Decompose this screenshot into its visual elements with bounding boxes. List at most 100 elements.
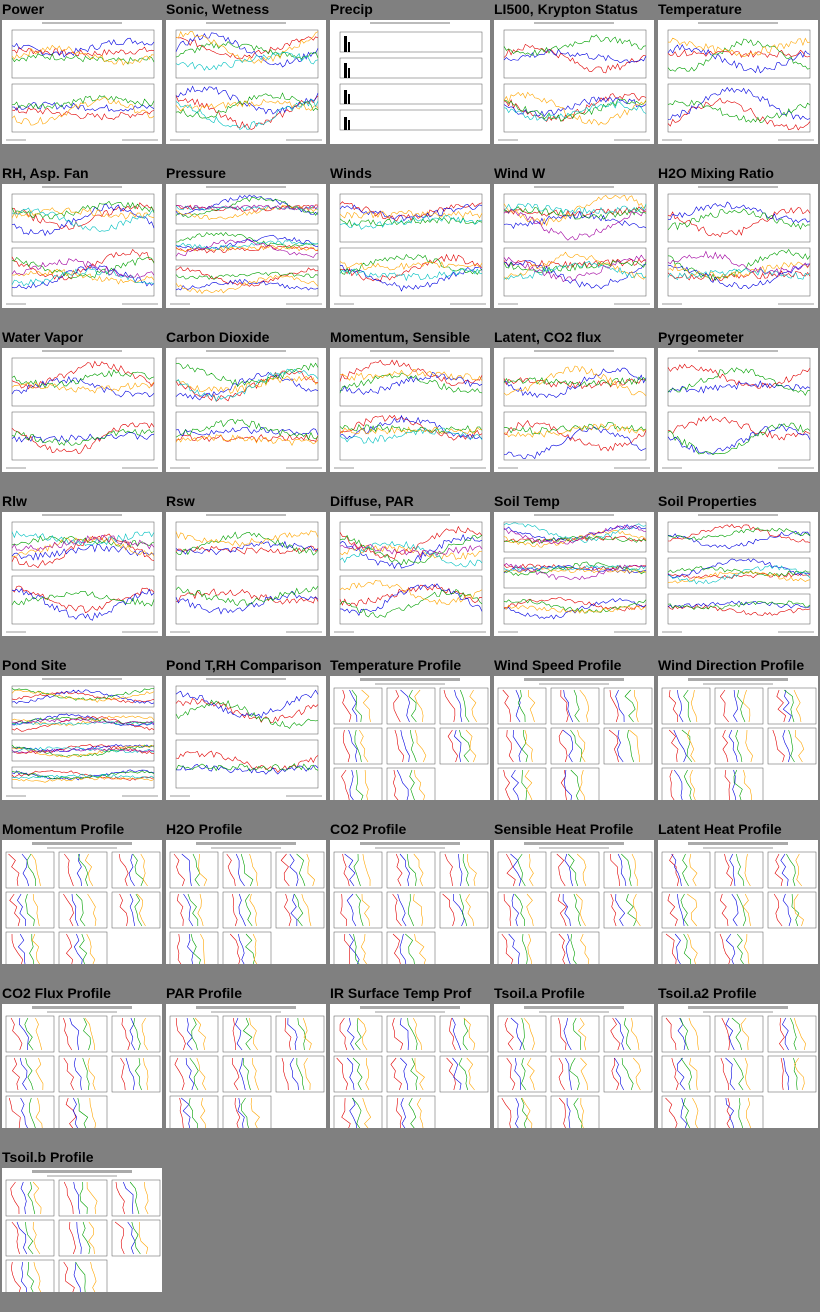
plot-title: Tsoil.b Profile [2, 1149, 94, 1165]
plot-thumbnail[interactable] [494, 1004, 654, 1128]
plot-cell: Momentum, Sensible [328, 328, 492, 492]
plot-title: Wind Speed Profile [494, 657, 622, 673]
plot-thumbnail-image [6, 350, 158, 469]
plot-thumbnail[interactable] [330, 512, 490, 636]
plot-thumbnail-image [169, 1006, 325, 1128]
plot-cell: Pressure [164, 164, 328, 328]
plot-thumbnail[interactable] [330, 1004, 490, 1128]
plot-thumbnail[interactable] [2, 184, 162, 308]
plot-cell: Pond Site [0, 656, 164, 820]
plot-cell: Latent, CO2 flux [492, 328, 656, 492]
plot-thumbnail-image [6, 22, 158, 141]
plot-thumbnail-image [498, 350, 650, 469]
plot-title: Pond Site [2, 657, 67, 673]
plot-thumbnail[interactable] [658, 840, 818, 964]
plot-cell: Rlw [0, 492, 164, 656]
plot-thumbnail-image [498, 22, 650, 141]
plot-cell: PAR Profile [164, 984, 328, 1148]
plot-thumbnail-image [662, 350, 814, 469]
plot-thumbnail[interactable] [166, 1004, 326, 1128]
plot-thumbnail-image [497, 678, 653, 800]
plot-thumbnail[interactable] [166, 20, 326, 144]
plot-thumbnail[interactable] [330, 184, 490, 308]
plot-title: Pressure [166, 165, 226, 181]
plot-thumbnail-image [170, 514, 322, 633]
plot-thumbnail[interactable] [166, 512, 326, 636]
plot-thumbnail[interactable] [2, 840, 162, 964]
plot-title: CO2 Profile [330, 821, 407, 837]
plot-cell: H2O Mixing Ratio [656, 164, 820, 328]
plot-thumbnail-image [333, 678, 489, 800]
plot-thumbnail[interactable] [2, 676, 162, 800]
plot-cell: Sonic, Wetness [164, 0, 328, 164]
plot-title: Power [2, 1, 45, 17]
plot-cell: IR Surface Temp Prof [328, 984, 492, 1148]
plot-thumbnail[interactable] [2, 1004, 162, 1128]
plot-thumbnail[interactable] [166, 184, 326, 308]
plot-cell: Temperature Profile [328, 656, 492, 820]
plot-thumbnail-image [170, 678, 322, 797]
plot-thumbnail[interactable] [330, 20, 490, 144]
plot-cell: Rsw [164, 492, 328, 656]
plot-title: IR Surface Temp Prof [330, 985, 472, 1001]
plot-thumbnail[interactable] [658, 348, 818, 472]
plot-thumbnail-image [498, 186, 650, 305]
plot-thumbnail[interactable] [658, 1004, 818, 1128]
plot-thumbnail-image [5, 1006, 161, 1128]
plot-title: Wind W [494, 165, 546, 181]
plot-thumbnail-image [6, 514, 158, 633]
plot-thumbnail-image [334, 350, 486, 469]
plot-cell: Power [0, 0, 164, 164]
plot-thumbnail[interactable] [2, 1168, 162, 1292]
plot-thumbnail[interactable] [330, 348, 490, 472]
plot-title: Sonic, Wetness [166, 1, 270, 17]
plot-cell: Soil Temp [492, 492, 656, 656]
plot-cell: Water Vapor [0, 328, 164, 492]
plot-title: Wind Direction Profile [658, 657, 805, 673]
plot-thumbnail-image [333, 842, 489, 964]
plot-thumbnail[interactable] [2, 348, 162, 472]
plot-cell: Precip [328, 0, 492, 164]
plot-thumbnail[interactable] [330, 676, 490, 800]
plot-thumbnail-image [661, 842, 817, 964]
plot-thumbnail[interactable] [166, 840, 326, 964]
plot-title: Diffuse, PAR [330, 493, 414, 509]
plot-cell: Tsoil.b Profile [0, 1148, 164, 1312]
plot-cell: LI500, Krypton Status [492, 0, 656, 164]
plot-thumbnail[interactable] [330, 840, 490, 964]
plot-title: Carbon Dioxide [166, 329, 270, 345]
plot-title: Precip [330, 1, 373, 17]
plot-thumbnail-image [662, 22, 814, 141]
plot-thumbnail[interactable] [494, 512, 654, 636]
plot-cell: Pyrgeometer [656, 328, 820, 492]
plot-title: Pond T,RH Comparison [166, 657, 322, 673]
plot-cell: Diffuse, PAR [328, 492, 492, 656]
plot-thumbnail[interactable] [494, 840, 654, 964]
plot-thumbnail[interactable] [494, 676, 654, 800]
plot-cell: Wind W [492, 164, 656, 328]
plot-thumbnail-image [661, 1006, 817, 1128]
plot-thumbnail-image [333, 1006, 489, 1128]
plot-thumbnail-image [170, 186, 322, 305]
plot-thumbnail[interactable] [166, 348, 326, 472]
plot-thumbnail[interactable] [2, 20, 162, 144]
plot-thumbnail-image [6, 678, 158, 797]
plot-title: Momentum Profile [2, 821, 125, 837]
plot-thumbnail[interactable] [658, 20, 818, 144]
plot-thumbnail-image [5, 842, 161, 964]
plot-title: H2O Mixing Ratio [658, 165, 774, 181]
plot-thumbnail[interactable] [658, 184, 818, 308]
plot-thumbnail-image [169, 842, 325, 964]
plot-cell: Wind Direction Profile [656, 656, 820, 820]
plot-thumbnail[interactable] [2, 512, 162, 636]
plot-title: Rlw [2, 493, 27, 509]
plot-thumbnail[interactable] [494, 184, 654, 308]
plot-thumbnail[interactable] [494, 20, 654, 144]
plot-thumbnail[interactable] [494, 348, 654, 472]
plot-thumbnail[interactable] [166, 676, 326, 800]
plot-thumbnail-image [6, 186, 158, 305]
plot-thumbnail-image [498, 514, 650, 633]
plot-thumbnail[interactable] [658, 676, 818, 800]
plot-thumbnail[interactable] [658, 512, 818, 636]
